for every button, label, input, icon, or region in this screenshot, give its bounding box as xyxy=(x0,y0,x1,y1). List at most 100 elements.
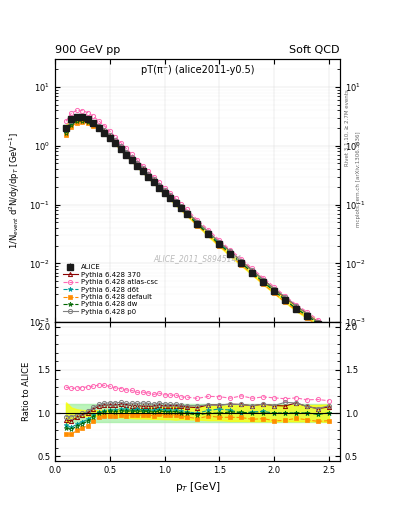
Pythia 6.428 default xyxy=(168,196,173,202)
Pythia 6.428 dw xyxy=(294,306,298,312)
Pythia 6.428 370 xyxy=(272,286,277,292)
Pythia 6.428 atlas-csc xyxy=(261,274,266,281)
Pythia 6.428 atlas-csc xyxy=(107,128,112,134)
Pythia 6.428 default xyxy=(80,119,85,125)
Pythia 6.428 dw xyxy=(64,130,68,136)
Pythia 6.428 p0 xyxy=(162,187,167,193)
Pythia 6.428 p0 xyxy=(305,311,309,317)
Pythia 6.428 d6t xyxy=(118,145,123,151)
Pythia 6.428 atlas-csc xyxy=(217,237,222,243)
Pythia 6.428 d6t xyxy=(69,121,74,127)
Pythia 6.428 p0 xyxy=(250,267,255,273)
Pythia 6.428 370 xyxy=(184,209,189,215)
Pythia 6.428 dw xyxy=(272,288,277,294)
Pythia 6.428 dw xyxy=(184,210,189,217)
Text: mcplots.cern.ch [arXiv:1306.3436]: mcplots.cern.ch [arXiv:1306.3436] xyxy=(356,132,361,227)
Pythia 6.428 d6t xyxy=(316,321,320,327)
Line: Pythia 6.428 default: Pythia 6.428 default xyxy=(64,120,331,336)
Pythia 6.428 370 xyxy=(179,203,184,209)
Text: pT(π⁻) (alice2011-y0.5): pT(π⁻) (alice2011-y0.5) xyxy=(141,66,254,75)
Legend: ALICE, Pythia 6.428 370, Pythia 6.428 atlas-csc, Pythia 6.428 d6t, Pythia 6.428 : ALICE, Pythia 6.428 370, Pythia 6.428 at… xyxy=(61,263,159,316)
Pythia 6.428 default xyxy=(195,223,200,229)
Pythia 6.428 p0 xyxy=(316,319,320,325)
Pythia 6.428 p0 xyxy=(107,132,112,138)
Pythia 6.428 370 xyxy=(135,160,140,166)
Pythia 6.428 dw xyxy=(250,269,255,275)
Pythia 6.428 atlas-csc xyxy=(162,184,167,190)
Pythia 6.428 d6t xyxy=(102,129,107,135)
Pythia 6.428 d6t xyxy=(294,306,298,312)
Pythia 6.428 dw xyxy=(129,157,134,163)
Pythia 6.428 p0 xyxy=(206,229,211,235)
Pythia 6.428 370 xyxy=(305,311,309,317)
Pythia 6.428 default xyxy=(179,206,184,212)
Pythia 6.428 370 xyxy=(69,119,74,125)
Pythia 6.428 atlas-csc xyxy=(118,140,123,146)
Pythia 6.428 dw xyxy=(179,205,184,211)
Pythia 6.428 dw xyxy=(228,250,233,257)
Pythia 6.428 atlas-csc xyxy=(113,134,118,140)
Pythia 6.428 default xyxy=(107,136,112,142)
Y-axis label: Ratio to ALICE: Ratio to ALICE xyxy=(22,362,31,421)
Pythia 6.428 dw xyxy=(206,231,211,238)
Pythia 6.428 atlas-csc xyxy=(151,174,156,180)
Pythia 6.428 default xyxy=(69,123,74,130)
Pythia 6.428 default xyxy=(75,119,79,125)
Pythia 6.428 dw xyxy=(118,145,123,152)
Pythia 6.428 370 xyxy=(75,115,79,121)
Text: Soft QCD: Soft QCD xyxy=(290,45,340,55)
Pythia 6.428 p0 xyxy=(195,219,200,225)
Pythia 6.428 d6t xyxy=(86,118,90,124)
Pythia 6.428 dw xyxy=(195,221,200,227)
Pythia 6.428 370 xyxy=(64,127,68,133)
Pythia 6.428 atlas-csc xyxy=(140,162,145,168)
Pythia 6.428 d6t xyxy=(179,205,184,211)
Pythia 6.428 370 xyxy=(173,198,178,204)
Pythia 6.428 atlas-csc xyxy=(97,118,101,124)
Pythia 6.428 dw xyxy=(157,184,162,190)
Pythia 6.428 default xyxy=(217,243,222,249)
Pythia 6.428 370 xyxy=(140,166,145,172)
Pythia 6.428 d6t xyxy=(283,297,288,303)
Pythia 6.428 d6t xyxy=(327,328,331,334)
Pythia 6.428 dw xyxy=(316,321,320,327)
Pythia 6.428 atlas-csc xyxy=(91,113,96,119)
Pythia 6.428 atlas-csc xyxy=(239,255,244,262)
Pythia 6.428 d6t xyxy=(173,199,178,205)
Pythia 6.428 atlas-csc xyxy=(184,206,189,212)
Pythia 6.428 p0 xyxy=(102,127,107,133)
Pythia 6.428 p0 xyxy=(97,122,101,129)
Text: 900 GeV pp: 900 GeV pp xyxy=(55,45,120,55)
Pythia 6.428 d6t xyxy=(239,260,244,266)
Pythia 6.428 370 xyxy=(327,327,331,333)
Pythia 6.428 370 xyxy=(283,295,288,301)
X-axis label: p$_T$ [GeV]: p$_T$ [GeV] xyxy=(175,480,220,494)
Pythia 6.428 atlas-csc xyxy=(173,196,178,202)
Pythia 6.428 default xyxy=(239,262,244,268)
Pythia 6.428 default xyxy=(294,307,298,313)
Pythia 6.428 p0 xyxy=(217,239,222,245)
Pythia 6.428 370 xyxy=(129,155,134,161)
Pythia 6.428 atlas-csc xyxy=(135,157,140,163)
Pythia 6.428 atlas-csc xyxy=(69,110,74,116)
Pythia 6.428 p0 xyxy=(272,286,277,292)
Pythia 6.428 default xyxy=(157,185,162,191)
Pythia 6.428 p0 xyxy=(91,119,96,125)
Pythia 6.428 dw xyxy=(327,328,331,334)
Pythia 6.428 atlas-csc xyxy=(305,309,309,315)
Pythia 6.428 atlas-csc xyxy=(327,325,331,331)
Pythia 6.428 atlas-csc xyxy=(75,108,79,114)
Pythia 6.428 atlas-csc xyxy=(80,108,85,114)
Pythia 6.428 atlas-csc xyxy=(86,110,90,116)
Pythia 6.428 370 xyxy=(91,119,96,125)
Text: ALICE_2011_S8945144: ALICE_2011_S8945144 xyxy=(153,254,242,264)
Pythia 6.428 d6t xyxy=(217,240,222,246)
Pythia 6.428 p0 xyxy=(113,137,118,143)
Pythia 6.428 atlas-csc xyxy=(124,145,129,152)
Pythia 6.428 370 xyxy=(316,319,320,325)
Pythia 6.428 d6t xyxy=(168,194,173,200)
Pythia 6.428 default xyxy=(162,190,167,196)
Pythia 6.428 d6t xyxy=(135,161,140,167)
Pythia 6.428 p0 xyxy=(75,114,79,120)
Pythia 6.428 p0 xyxy=(294,303,298,309)
